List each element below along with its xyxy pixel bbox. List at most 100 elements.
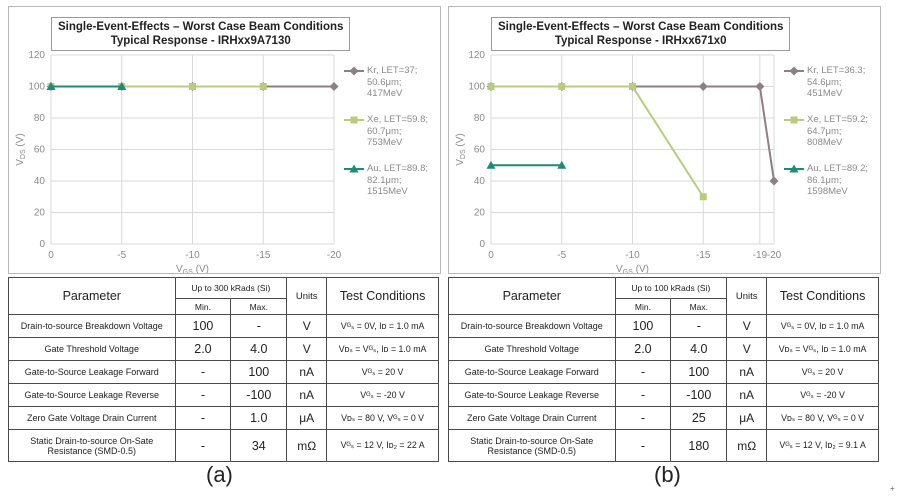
x-axis-label: VGS (V)	[176, 264, 209, 273]
legend-label-line: 808MeV	[807, 137, 843, 148]
legend-label-line: Kr, LET=37;	[367, 65, 418, 76]
col-header-min: Min.	[174, 298, 232, 315]
legend-label-line: 64.7μm;	[807, 125, 842, 137]
min-cell: -	[614, 360, 672, 384]
legend-label-line: Xe, LET=59.2;	[807, 114, 868, 125]
chart-b-subtitle: Typical Response - IRHxx671x0	[554, 35, 727, 47]
chart-a-plot: 0 20 40 60 80 100 120 0 -5 -10 -15 -20 VGS (V) VDS (V…	[15, 50, 342, 273]
legend-label-line: 50.6μm;	[367, 76, 402, 88]
y-tick-label: 100	[468, 82, 485, 93]
spec-table-a-body: Drain-to-source Breakdown Voltage 100- V Vᴳ…	[8, 314, 439, 462]
units-cell: V	[726, 337, 768, 361]
param-cell: Zero Gate Voltage Drain Current	[8, 406, 176, 430]
chart-b-legend: Kr, LET=36.3; 54.6μm; 451MeV Xe, LET=59.2; 6…	[783, 65, 879, 225]
conditions-cell: Vᴅₛ = Vᴳₛ, Iᴅ = 1.0 mA	[766, 337, 879, 361]
units-cell: μA	[286, 406, 328, 430]
data-point	[769, 176, 779, 186]
table-row: Gate-to-Source Leakage Forward -100 nA Vᴳₛ …	[8, 360, 439, 384]
col-header-units: Units	[726, 277, 768, 315]
conditions-cell: Vᴳₛ = 12 V, Iᴅ₂ = 22 A	[326, 429, 439, 462]
x-tick-label: -5	[117, 250, 126, 261]
data-point	[46, 82, 56, 90]
data-point	[487, 83, 495, 90]
param-cell: Drain-to-source Breakdown Voltage	[448, 314, 616, 338]
y-tick-label: 20	[34, 208, 46, 219]
series-line	[491, 85, 705, 198]
legend-marker	[790, 116, 798, 124]
legend-marker	[349, 164, 359, 173]
y-tick-label: 0	[39, 239, 45, 250]
x-tick-label: -10	[185, 250, 200, 261]
units-cell: mΩ	[286, 429, 328, 462]
y-tick-label: 40	[474, 176, 486, 187]
max-cell: -	[670, 314, 728, 338]
units-cell: mΩ	[726, 429, 768, 462]
legend-marker-icon	[784, 164, 804, 173]
conditions-cell: Vᴳₛ = 20 V	[766, 360, 879, 384]
param-cell: Gate-to-Source Leakage Forward	[448, 360, 616, 384]
x-tick-label: -20	[767, 250, 782, 261]
x-tick-label: -15	[696, 250, 711, 261]
param-cell: Drain-to-source Breakdown Voltage	[8, 314, 176, 338]
legend-label-line: Au, LET=89.8;	[367, 163, 428, 174]
data-point	[329, 82, 339, 91]
x-tick-label: 0	[48, 250, 54, 261]
max-cell: 25	[670, 406, 728, 430]
param-cell: Static Drain-to-source On-Sate Resistanc…	[8, 429, 176, 462]
legend-label: Au, LET=89.2; 86.1μm; 1598MeV	[807, 163, 868, 198]
legend-label: Xe, LET=59.2; 64.7μm; 808MeV	[807, 114, 868, 149]
max-cell: 34	[230, 429, 288, 462]
spec-table-b: Parameter Up to 100 kRads (Si) Units Tes…	[448, 277, 879, 462]
units-cell: nA	[726, 360, 768, 384]
caption-b: (b)	[654, 462, 681, 487]
min-cell: -	[174, 406, 232, 430]
data-point	[558, 83, 566, 90]
col-header-conditions: Test Conditions	[326, 277, 439, 315]
legend-label-line: 82.1μm;	[367, 174, 402, 186]
y-tick-label: 120	[468, 50, 485, 61]
corner-mark: +	[890, 484, 895, 493]
conditions-cell: Vᴅₛ = 80 V, Vᴳₛ = 0 V	[766, 406, 879, 430]
chart-b-plot: 0 20 40 60 80 100 120 0 -5 -10 -15 -19 -20 VGS (V) VDS…	[455, 50, 782, 273]
y-tick-label: 80	[34, 113, 46, 124]
chart-b-title: Single-Event-Effects – Worst Case Beam C…	[498, 21, 784, 33]
col-header-parameter: Parameter	[8, 277, 176, 315]
legend-marker	[789, 164, 799, 173]
table-row: Gate-to-Source Leakage Reverse - -100 nA Vᴳₛ…	[8, 383, 439, 407]
min-cell: -	[174, 383, 232, 407]
col-header-min: Min.	[614, 298, 672, 315]
data-point	[189, 83, 196, 90]
data-point	[629, 83, 636, 90]
x-tick-label: -15	[256, 250, 271, 261]
legend-marker-icon	[344, 164, 364, 173]
x-tick-label: -5	[557, 250, 566, 261]
legend-label-line: 60.7μm;	[367, 125, 402, 137]
table-row: Gate Threshold Voltage 2.0 4.0 V Vᴅₛ = Vᴳₛ, …	[8, 337, 439, 361]
units-cell: V	[286, 314, 328, 338]
conditions-cell: Vᴅₛ = 80 V, Vᴳₛ = 0 V	[326, 406, 439, 430]
y-tick-label: 0	[479, 239, 485, 250]
spec-table-b-body: Drain-to-source Breakdown Voltage 100- V Vᴳ…	[448, 314, 879, 462]
min-cell: -	[174, 429, 232, 462]
y-tick-label: 120	[28, 50, 45, 61]
y-axis-label: VDS (V)	[15, 133, 27, 166]
x-tick-label: 0	[488, 250, 494, 261]
conditions-cell: Vᴳₛ = -20 V	[326, 383, 439, 407]
min-cell: -	[614, 383, 672, 407]
table-row: Gate-to-Source Leakage Reverse - -100 nA Vᴳₛ…	[448, 383, 879, 407]
table-row: Zero Gate Voltage Drain Current -25 μA Vᴅₛ …	[448, 406, 879, 430]
chart-b-title-box: Single-Event-Effects – Worst Case Beam C…	[491, 17, 791, 51]
units-cell: nA	[286, 360, 328, 384]
min-cell: 100	[614, 314, 672, 338]
max-cell: -100	[670, 383, 728, 407]
legend-label: Au, LET=89.8; 82.1μm; 1515MeV	[367, 163, 428, 198]
legend-marker-icon	[784, 116, 804, 124]
table-row: Gate-to-Source Leakage Forward -100 nA Vᴳₛ …	[448, 360, 879, 384]
conditions-cell: Vᴳₛ = 20 V	[326, 360, 439, 384]
max-cell: 100	[670, 360, 728, 384]
col-header-conditions: Test Conditions	[766, 277, 879, 315]
param-cell: Static Drain-to-source On-Sate Resistanc…	[448, 429, 616, 462]
units-cell: μA	[726, 406, 768, 430]
max-cell: -100	[230, 383, 288, 407]
y-tick-label: 100	[28, 82, 45, 93]
